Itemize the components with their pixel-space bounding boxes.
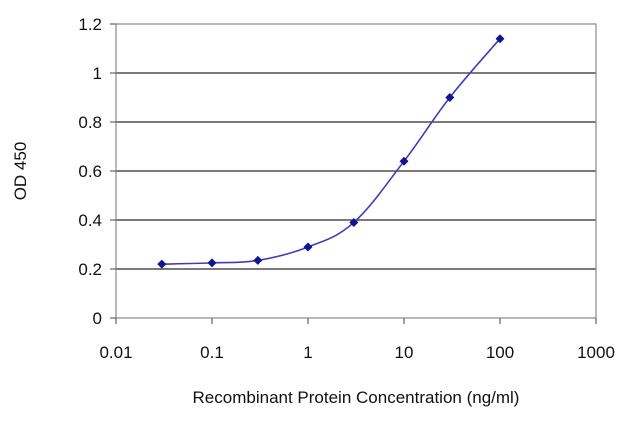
y-tick-label: 0.6	[78, 162, 102, 181]
y-axis: 0 0.2 0.4 0.6 0.8 1 1.2	[78, 15, 116, 328]
data-point	[445, 93, 455, 102]
data-point	[207, 258, 217, 268]
data-point	[495, 34, 505, 44]
x-tick-label: 100	[486, 343, 514, 362]
series	[157, 34, 505, 269]
y-tick-label: 0.8	[78, 113, 102, 132]
data-point	[253, 255, 263, 265]
y-axis-title: OD 450	[11, 142, 30, 201]
x-axis: 0.01 0.1 1 10 100 1000	[99, 318, 615, 362]
y-tick-label: 0.4	[78, 211, 102, 230]
y-tick-label: 1	[93, 64, 102, 83]
x-tick-label: 1000	[577, 343, 615, 362]
data-point	[303, 242, 313, 252]
y-tick-label: 1.2	[78, 15, 102, 34]
x-tick-label: 10	[395, 343, 414, 362]
data-point	[349, 217, 359, 227]
y-tick-label: 0	[93, 309, 102, 328]
data-point	[157, 259, 167, 269]
x-tick-label: 0.01	[99, 343, 132, 362]
x-tick-label: 0.1	[200, 343, 224, 362]
x-axis-title: Recombinant Protein Concentration (ng/ml…	[193, 388, 520, 407]
y-tick-label: 0.2	[78, 260, 102, 279]
x-tick-label: 1	[303, 343, 312, 362]
data-point	[399, 156, 409, 166]
